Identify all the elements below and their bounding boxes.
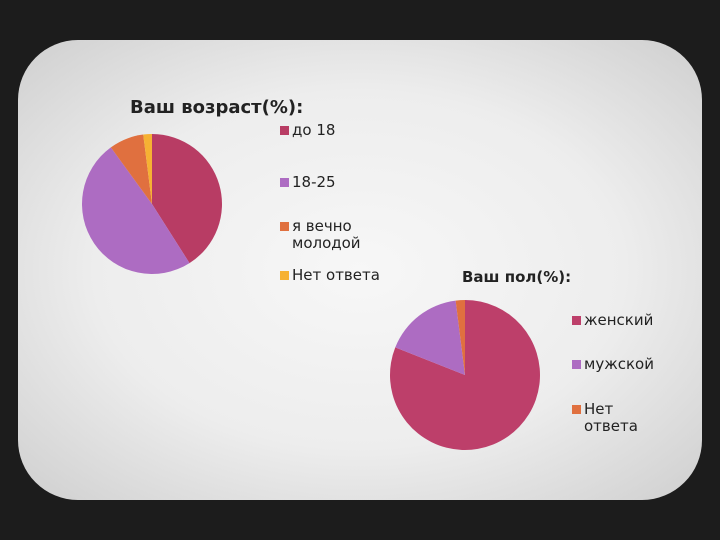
legend-swatch [280, 271, 289, 280]
pie-slice [395, 300, 465, 375]
legend-swatch [572, 405, 581, 414]
pie-slice [81, 147, 190, 275]
legend-item: до 18 [280, 122, 335, 139]
legend-label: мужской [584, 355, 654, 373]
legend-label: я вечно молодой [292, 217, 361, 252]
pie-slice [152, 134, 223, 264]
legend-swatch [280, 222, 289, 231]
legend-item: мужской [572, 356, 654, 373]
legend-swatch [280, 126, 289, 135]
legend-item: женский [572, 312, 653, 329]
chart-title: Ваш пол(%): [462, 268, 572, 286]
pie-slice [455, 300, 465, 375]
legend-label: Нет ответа [292, 266, 380, 284]
legend-label: до 18 [292, 121, 336, 139]
legend-item: Нет ответа [280, 267, 380, 284]
legend-item: 18-25 [280, 174, 336, 191]
legend-swatch [572, 316, 581, 325]
legend-item: я вечно молодой [280, 218, 380, 252]
pie-slice [390, 300, 541, 450]
legend-label: женский [584, 311, 654, 329]
pie-slice [143, 134, 152, 204]
legend-item: Нет ответа [572, 401, 642, 435]
legend-swatch [280, 178, 289, 187]
pie-slice [110, 134, 152, 204]
chart-title: Ваш возраст(%): [130, 97, 304, 118]
legend-label: 18-25 [292, 173, 336, 191]
legend-swatch [572, 360, 581, 369]
legend-label: Нет ответа [584, 400, 638, 435]
